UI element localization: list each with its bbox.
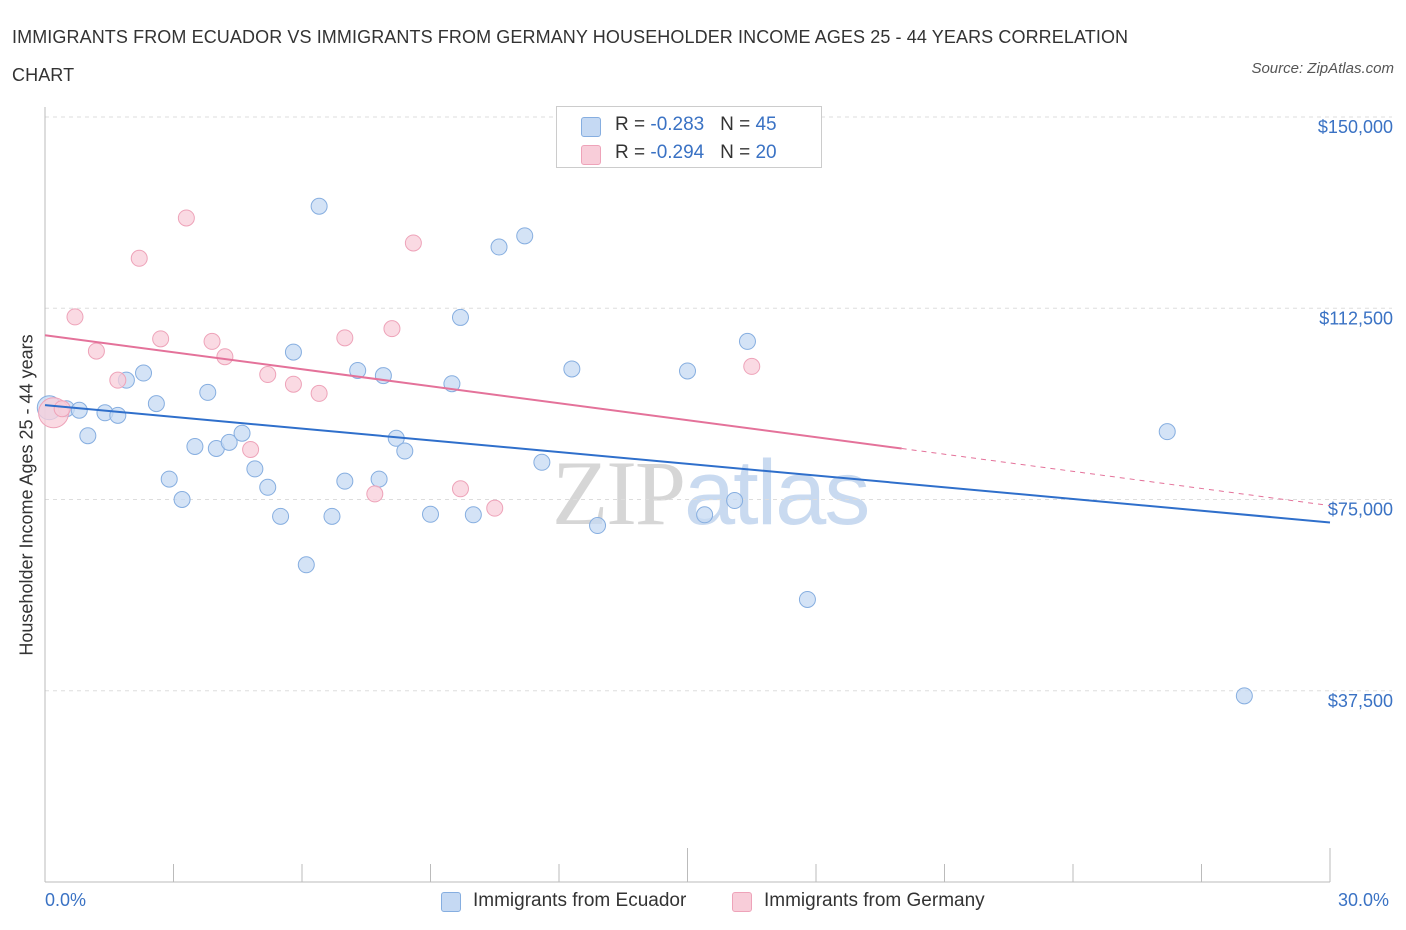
point-ecuador — [1235, 687, 1253, 705]
point-ecuador — [199, 383, 217, 401]
point-ecuador — [370, 470, 388, 488]
point-germany — [310, 384, 328, 402]
point-ecuador — [349, 361, 367, 379]
x-tick-max: 30.0% — [1338, 890, 1390, 910]
point-germany — [66, 308, 84, 326]
point-ecuador — [147, 395, 165, 413]
point-ecuador — [246, 460, 264, 478]
point-germany — [130, 249, 148, 267]
bottom-legend-label-ecuador: Immigrants from Ecuador — [473, 890, 687, 911]
point-ecuador — [589, 517, 607, 535]
point-germany — [259, 366, 277, 384]
source-credit: Source: ZipAtlas.com — [1251, 60, 1394, 77]
point-germany — [53, 400, 71, 418]
point-ecuador — [220, 433, 238, 451]
point-ecuador — [135, 364, 153, 382]
point-ecuador — [696, 506, 714, 524]
legend-r-value-ecuador: -0.283 — [650, 114, 705, 135]
point-ecuador — [336, 472, 354, 490]
point-ecuador — [259, 478, 277, 496]
point-germany — [383, 320, 401, 338]
point-ecuador — [284, 343, 302, 361]
point-ecuador — [160, 470, 178, 488]
y-tick-label: $112,500 — [1319, 308, 1393, 328]
legend-swatch-ecuador — [581, 117, 601, 137]
point-germany — [404, 234, 422, 252]
bottom-legend-label-germany: Immigrants from Germany — [764, 890, 985, 911]
chart-title: IMMIGRANTS FROM ECUADOR VS IMMIGRANTS FR… — [12, 27, 1129, 85]
point-ecuador — [563, 360, 581, 378]
legend-r-label-germany: R = — [615, 142, 651, 163]
watermark-zip: ZIP — [552, 442, 686, 544]
legend-n-label-ecuador: N = — [720, 114, 756, 135]
point-germany — [486, 499, 504, 517]
x-tick-min: 0.0% — [45, 890, 87, 910]
point-germany — [743, 357, 761, 375]
point-germany — [152, 330, 170, 348]
point-ecuador — [490, 238, 508, 256]
legend-swatch-germany — [581, 145, 601, 165]
point-ecuador — [186, 437, 204, 455]
point-ecuador — [233, 424, 251, 442]
trendline-extension-germany — [901, 448, 1331, 507]
point-germany — [336, 329, 354, 347]
point-ecuador — [310, 197, 328, 215]
y-axis-label: Householder Income Ages 25 - 44 years — [16, 334, 37, 656]
point-ecuador — [679, 362, 696, 380]
point-ecuador — [79, 427, 97, 445]
point-ecuador — [798, 590, 816, 608]
point-ecuador — [297, 556, 315, 574]
point-germany — [177, 209, 195, 227]
point-germany — [87, 342, 105, 360]
correlation-legend: R = -0.283 N = 45 R = -0.294 N = 20 — [556, 106, 822, 168]
point-ecuador — [738, 332, 756, 350]
point-ecuador — [323, 507, 341, 525]
point-ecuador — [533, 453, 551, 471]
point-germany — [366, 485, 384, 503]
point-ecuador — [272, 507, 290, 525]
bottom-legend-swatch-germany — [732, 892, 752, 912]
point-germany — [451, 480, 469, 498]
legend-n-value-germany: 20 — [755, 142, 777, 163]
point-germany — [242, 441, 260, 459]
legend-n-value-ecuador: 45 — [755, 114, 777, 135]
bottom-legend-swatch-ecuador — [441, 892, 461, 912]
y-tick-label: $150,000 — [1318, 117, 1393, 137]
point-ecuador — [464, 506, 482, 524]
point-germany — [109, 371, 127, 389]
trendline-ecuador — [44, 404, 1331, 524]
point-ecuador — [422, 505, 439, 523]
point-ecuador — [1158, 423, 1176, 441]
watermark-atlas: atlas — [684, 442, 870, 544]
y-tick-label: $75,000 — [1328, 500, 1393, 520]
legend-r-value-germany: -0.294 — [650, 142, 705, 163]
point-germany — [216, 348, 234, 366]
point-ecuador — [451, 308, 469, 326]
y-tick-label: $37,500 — [1328, 691, 1393, 711]
point-ecuador — [173, 491, 191, 508]
point-ecuador — [726, 492, 744, 510]
legend-r-label-ecuador: R = — [615, 114, 651, 135]
trendline-germany — [44, 334, 902, 450]
point-ecuador — [70, 401, 88, 419]
point-ecuador — [516, 227, 534, 245]
point-ecuador — [109, 406, 127, 424]
point-germany — [284, 375, 302, 393]
watermark: ZIPatlas — [552, 440, 870, 546]
point-ecuador — [396, 442, 414, 460]
legend-n-label-germany: N = — [720, 142, 756, 163]
point-germany — [203, 332, 221, 350]
